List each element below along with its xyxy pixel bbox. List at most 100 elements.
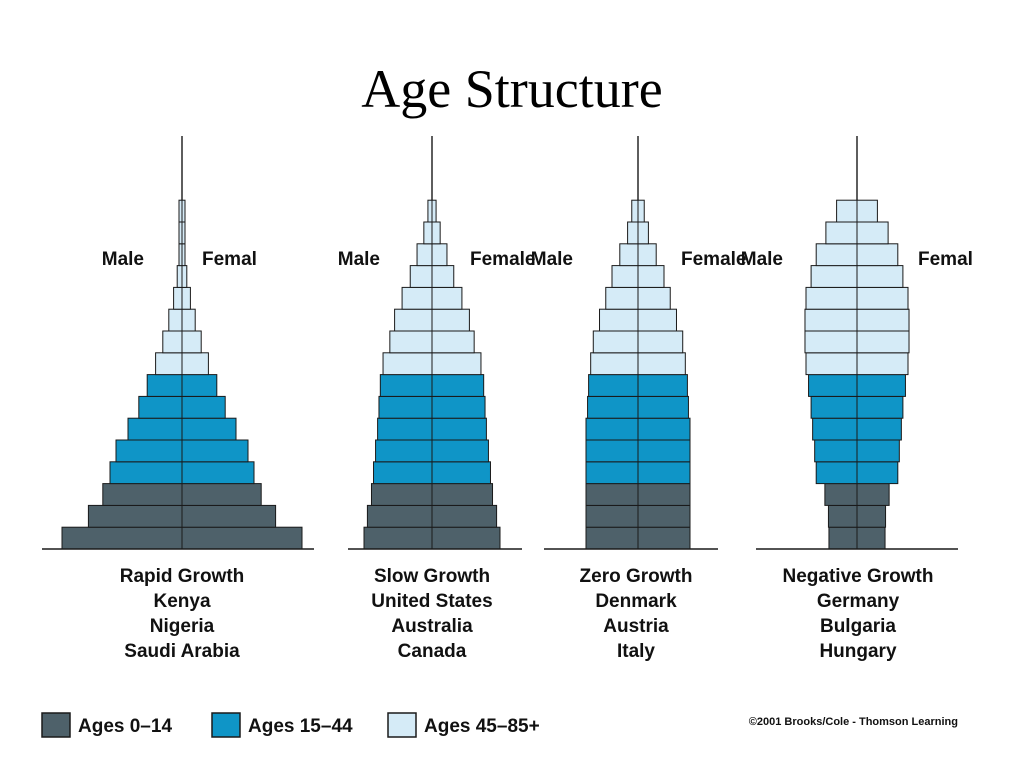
bar-male	[810, 395, 858, 419]
bar-male	[115, 439, 183, 463]
bar-female	[856, 374, 906, 397]
bar-male	[382, 352, 433, 376]
bar-female	[431, 221, 441, 245]
bar-male	[378, 395, 433, 419]
bar-female	[856, 483, 890, 506]
bar-male	[423, 221, 433, 245]
bar-male	[138, 395, 183, 419]
bar-female	[431, 504, 498, 528]
bar-female	[637, 243, 657, 267]
bar-female	[431, 483, 494, 506]
bar-male	[588, 374, 639, 397]
bar-female	[856, 417, 902, 441]
bar-male	[619, 243, 639, 267]
bar-female	[431, 461, 491, 485]
bar-male	[109, 461, 183, 485]
female-label: Female	[470, 249, 535, 270]
bar-male	[585, 483, 639, 506]
bar-female	[637, 352, 686, 376]
bar-male	[814, 439, 858, 463]
bar-female	[856, 352, 909, 376]
bar-female	[431, 286, 463, 310]
bar-male	[375, 439, 433, 463]
bar-female	[431, 395, 486, 419]
bar-male	[587, 395, 639, 419]
female-label: Female	[681, 249, 746, 270]
bar-male	[389, 330, 433, 354]
bar-female	[181, 461, 255, 485]
bar-female	[637, 483, 691, 506]
bar-female	[637, 265, 665, 288]
bar-female	[637, 417, 691, 441]
bar-female	[856, 308, 910, 332]
bar-male	[373, 461, 433, 485]
female-label: Femal	[918, 249, 973, 270]
bar-female	[181, 330, 202, 354]
bar-male	[812, 417, 858, 441]
bar-male	[379, 374, 433, 397]
country-name: Canada	[398, 641, 467, 662]
bar-male	[61, 526, 183, 550]
bar-male	[810, 265, 858, 288]
growth-type-caption: Rapid Growth	[120, 566, 245, 587]
bar-female	[181, 374, 218, 397]
bar-female	[181, 352, 209, 376]
bar-male	[605, 286, 639, 310]
bar-female	[431, 265, 455, 288]
bar-female	[856, 504, 887, 528]
bar-male	[627, 221, 639, 245]
male-label: Male	[531, 249, 573, 270]
bar-female	[431, 439, 489, 463]
bar-male	[363, 526, 433, 550]
page-title: Age Structure	[361, 59, 663, 119]
bar-male	[827, 504, 858, 528]
bar-female	[431, 199, 437, 223]
bar-female	[181, 286, 191, 310]
bar-male	[804, 308, 858, 332]
female-label: Femal	[202, 249, 257, 270]
growth-type-caption: Slow Growth	[374, 566, 490, 587]
bar-female	[431, 308, 470, 332]
bar-male	[631, 199, 639, 223]
bar-male	[805, 286, 858, 310]
bar-female	[637, 461, 691, 485]
country-name: Bulgaria	[820, 616, 896, 637]
bar-female	[637, 374, 688, 397]
country-name: Nigeria	[150, 616, 215, 637]
growth-type-caption: Zero Growth	[580, 566, 693, 587]
bar-male	[599, 308, 639, 332]
legend-label: Ages 45–85+	[424, 716, 540, 737]
bar-male	[87, 504, 183, 528]
growth-type-caption: Negative Growth	[783, 566, 934, 587]
pyramid-panel-4: Male Femal Negative Growth Germany Bulgaria H…	[741, 136, 973, 662]
country-name: Saudi Arabia	[124, 641, 240, 662]
bar-male	[168, 308, 183, 332]
country-name: Germany	[817, 591, 900, 612]
bar-female	[856, 395, 904, 419]
bar-female	[181, 243, 186, 267]
bar-female	[431, 526, 501, 550]
bar-male	[155, 352, 183, 376]
country-name: United States	[371, 591, 492, 612]
bar-male	[127, 417, 183, 441]
bar-male	[585, 504, 639, 528]
bar-female	[856, 330, 910, 354]
male-label: Male	[102, 249, 144, 270]
bar-female	[637, 286, 671, 310]
bar-male	[592, 330, 639, 354]
bar-male	[173, 286, 183, 310]
bar-female	[856, 265, 904, 288]
bar-male	[366, 504, 433, 528]
bar-male	[828, 526, 858, 550]
bar-female	[856, 199, 878, 223]
bar-female	[181, 395, 226, 419]
bar-female	[181, 504, 277, 528]
bar-female	[181, 417, 237, 441]
bar-female	[637, 308, 677, 332]
pyramid-panel-2: Male Female Slow Growth United States Austra…	[338, 136, 535, 662]
bar-male	[585, 417, 639, 441]
bar-male	[585, 526, 639, 550]
bar-male	[815, 461, 858, 485]
bar-male	[162, 330, 183, 354]
